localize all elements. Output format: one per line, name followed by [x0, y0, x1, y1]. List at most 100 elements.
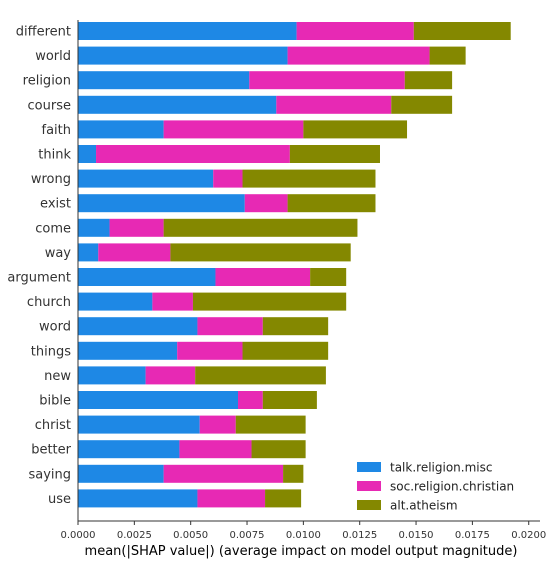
category-label: christ — [35, 418, 71, 433]
x-tick-label: 0.0100 — [286, 530, 321, 541]
category-label: exist — [40, 197, 71, 212]
bar-segment — [242, 341, 329, 360]
bar-segment — [289, 145, 380, 163]
x-tick-label: 0.0025 — [117, 530, 152, 541]
x-axis-ticks: 0.0000 0.0025 0.0050 0.0075 0.0100 0.0125 0.01… — [61, 521, 546, 541]
bar-segment — [170, 243, 351, 262]
bar-segment — [197, 489, 266, 508]
bar-segment — [109, 218, 164, 237]
bar-segment — [78, 391, 239, 409]
bar-segment — [179, 440, 252, 459]
bar-segment — [215, 268, 311, 286]
x-tick-label: 0.0175 — [455, 530, 490, 541]
bar-segment — [78, 268, 216, 286]
bar-segment — [213, 169, 243, 188]
bar-segment — [177, 341, 243, 360]
bar-segment — [287, 46, 430, 65]
x-tick-label: 0.0150 — [399, 530, 434, 541]
bar-segment — [262, 391, 317, 409]
legend: talk.religion.misc soc.religion.christian… — [357, 461, 514, 513]
bar-segment — [242, 169, 376, 188]
bar-segment — [262, 317, 329, 336]
category-label: way — [45, 246, 72, 261]
bar-segment — [296, 22, 414, 40]
category-label: argument — [7, 271, 71, 286]
bar-segment — [404, 71, 453, 90]
bar-segment — [265, 489, 302, 508]
legend-label: alt.atheism — [390, 499, 458, 513]
bar-segment — [283, 464, 304, 483]
category-label: faith — [42, 123, 72, 138]
category-label: come — [35, 221, 71, 236]
legend-swatch — [357, 500, 381, 510]
bar-segment — [78, 292, 153, 311]
bar-segment — [78, 46, 288, 65]
bar-segment — [310, 268, 347, 286]
bar-segment — [78, 464, 164, 483]
category-label: better — [31, 443, 71, 458]
bar-segment — [78, 415, 200, 434]
bar-segment — [429, 46, 466, 65]
bar-segment — [391, 95, 453, 114]
bar-segment — [244, 194, 288, 213]
x-tick-label: 0.0050 — [173, 530, 208, 541]
x-tick-label: 0.0125 — [342, 530, 377, 541]
x-tick-label: 0.0200 — [511, 530, 546, 541]
bar-segment — [197, 317, 263, 336]
bar-segment — [78, 22, 297, 40]
category-label: world — [35, 49, 71, 64]
category-label: things — [31, 344, 71, 359]
bar-segment — [163, 120, 304, 139]
category-label: word — [39, 320, 71, 335]
category-label: religion — [23, 74, 71, 89]
bar-segment — [78, 366, 146, 385]
bar-segment — [78, 71, 250, 90]
bar-segment — [78, 243, 99, 262]
category-label: course — [28, 98, 71, 113]
category-label: different — [16, 25, 71, 40]
bar-segment — [235, 415, 306, 434]
bar-segment — [238, 391, 263, 409]
legend-label: soc.religion.christian — [390, 480, 514, 494]
category-label: wrong — [31, 172, 71, 187]
bar-segment — [145, 366, 196, 385]
bar-segment — [192, 292, 347, 311]
legend-label: talk.religion.misc — [390, 461, 492, 475]
bar-segment — [78, 145, 97, 163]
x-tick-label: 0.0075 — [230, 530, 265, 541]
bar-segment — [163, 464, 284, 483]
x-tick-label: 0.0000 — [61, 530, 96, 541]
bar-segment — [78, 440, 180, 459]
bar-segment — [287, 194, 376, 213]
bar-segment — [413, 22, 511, 40]
bar-segment — [303, 120, 408, 139]
category-label: new — [44, 369, 71, 384]
bar-segment — [78, 489, 198, 508]
bar-segment — [96, 145, 290, 163]
bar-segment — [251, 440, 306, 459]
category-label: think — [38, 148, 71, 163]
bar-segment — [78, 169, 214, 188]
category-labels: different world religion course faith think wr… — [7, 25, 71, 507]
bar-segment — [276, 95, 392, 114]
bar-segment — [78, 95, 277, 114]
bar-segment — [78, 317, 198, 336]
bar-segment — [163, 218, 358, 237]
bar-segment — [195, 366, 326, 385]
category-label: use — [48, 492, 71, 507]
category-label: bible — [39, 394, 71, 409]
bar-segment — [152, 292, 193, 311]
bar-segment — [199, 415, 236, 434]
bar-segment — [78, 218, 110, 237]
bar-segment — [78, 194, 245, 213]
bar-segment — [78, 120, 164, 139]
x-axis-title: mean(|SHAP value|) (average impact on mo… — [85, 544, 518, 559]
bar-segment — [98, 243, 171, 262]
category-label: saying — [28, 467, 71, 482]
bars-layer — [78, 22, 511, 508]
category-label: church — [27, 295, 71, 310]
bar-segment — [78, 341, 178, 360]
bar-segment — [249, 71, 405, 90]
legend-swatch — [357, 481, 381, 491]
